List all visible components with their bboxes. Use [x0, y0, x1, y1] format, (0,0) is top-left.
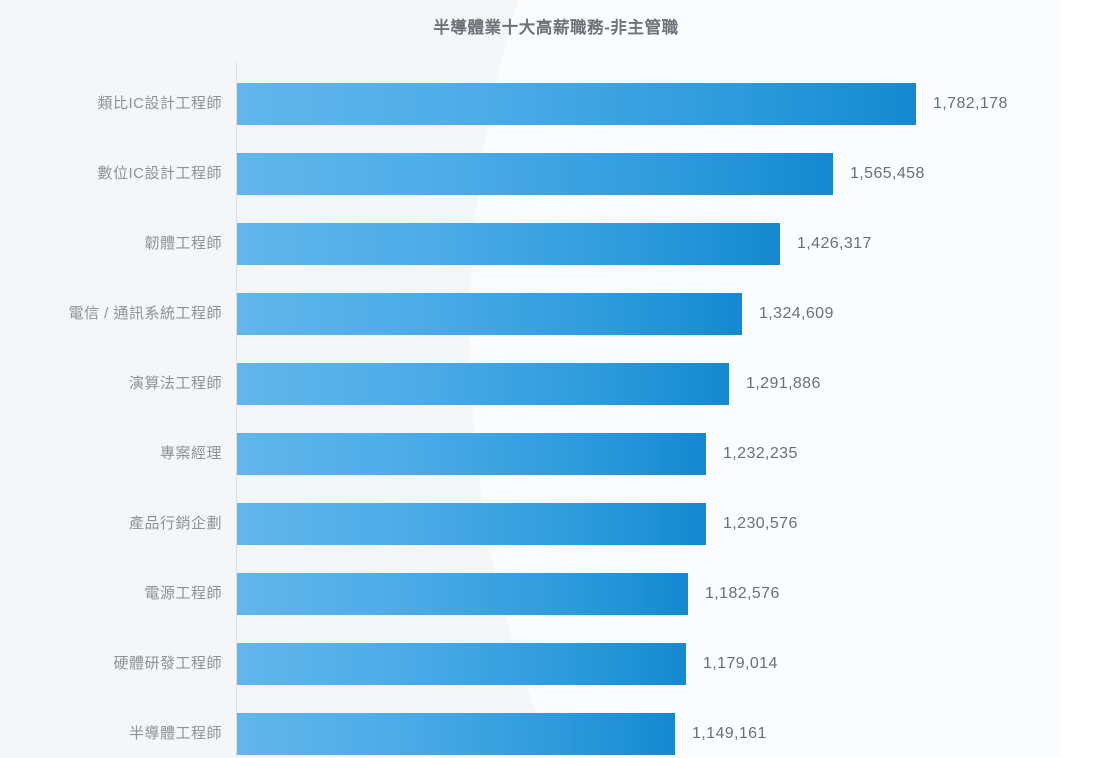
bar-track: [237, 643, 686, 685]
category-label: 半導體工程師: [128, 725, 222, 742]
category-label: 韌體工程師: [144, 235, 222, 252]
category-label: 數位IC設計工程師: [97, 165, 222, 182]
bar[interactable]: [237, 713, 675, 755]
bar-value-label: 1,324,609: [759, 305, 834, 322]
bar-row: 電信 / 通訊系統工程師 1,324,609: [0, 293, 1112, 335]
plot-area: 類比IC設計工程師 1,782,178 數位IC設計工程師 1,565,458 韌體工程…: [0, 62, 1112, 758]
bar-track: [237, 503, 706, 545]
category-label: 電源工程師: [144, 585, 222, 602]
bar-track: [237, 573, 688, 615]
bar[interactable]: [237, 433, 706, 475]
category-label: 演算法工程師: [128, 375, 222, 392]
bar-track: [237, 363, 729, 405]
bar-row: 電源工程師 1,182,576: [0, 573, 1112, 615]
bar[interactable]: [237, 223, 780, 265]
bar-row: 數位IC設計工程師 1,565,458: [0, 153, 1112, 195]
bar-value-label: 1,230,576: [723, 515, 798, 532]
category-label: 類比IC設計工程師: [97, 95, 222, 112]
bar[interactable]: [237, 503, 706, 545]
bar-value-label: 1,291,886: [746, 375, 821, 392]
bar-value-label: 1,179,014: [703, 655, 778, 672]
bar-row: 類比IC設計工程師 1,782,178: [0, 83, 1112, 125]
chart-title: 半導體業十大高薪職務-非主管職: [433, 19, 679, 37]
bar-row: 專案經理 1,232,235: [0, 433, 1112, 475]
bar-value-label: 1,182,576: [705, 585, 780, 602]
bar-value-label: 1,149,161: [692, 725, 767, 742]
bar-row: 硬體研發工程師 1,179,014: [0, 643, 1112, 685]
bar-value-label: 1,426,317: [797, 235, 872, 252]
bar[interactable]: [237, 643, 686, 685]
bar-row: 演算法工程師 1,291,886: [0, 363, 1112, 405]
bar[interactable]: [237, 293, 742, 335]
bar-track: [237, 153, 833, 195]
bar[interactable]: [237, 363, 729, 405]
bar[interactable]: [237, 153, 833, 195]
bar-track: [237, 713, 675, 755]
bar[interactable]: [237, 573, 688, 615]
category-axis-line: [236, 62, 237, 758]
bar-row: 產品行銷企劃 1,230,576: [0, 503, 1112, 545]
category-label: 電信 / 通訊系統工程師: [68, 305, 222, 322]
bar-value-label: 1,232,235: [723, 445, 798, 462]
bar-track: [237, 223, 780, 265]
bar-row: 韌體工程師 1,426,317: [0, 223, 1112, 265]
bar-value-label: 1,782,178: [933, 95, 1008, 112]
bar-value-label: 1,565,458: [850, 165, 925, 182]
bar-track: [237, 433, 706, 475]
bar-track: [237, 293, 742, 335]
category-label: 專案經理: [159, 445, 222, 462]
bar-row: 半導體工程師 1,149,161: [0, 713, 1112, 755]
category-label: 硬體研發工程師: [113, 655, 222, 672]
bar[interactable]: [237, 83, 916, 125]
bar-track: [237, 83, 916, 125]
category-label: 產品行銷企劃: [128, 515, 222, 532]
